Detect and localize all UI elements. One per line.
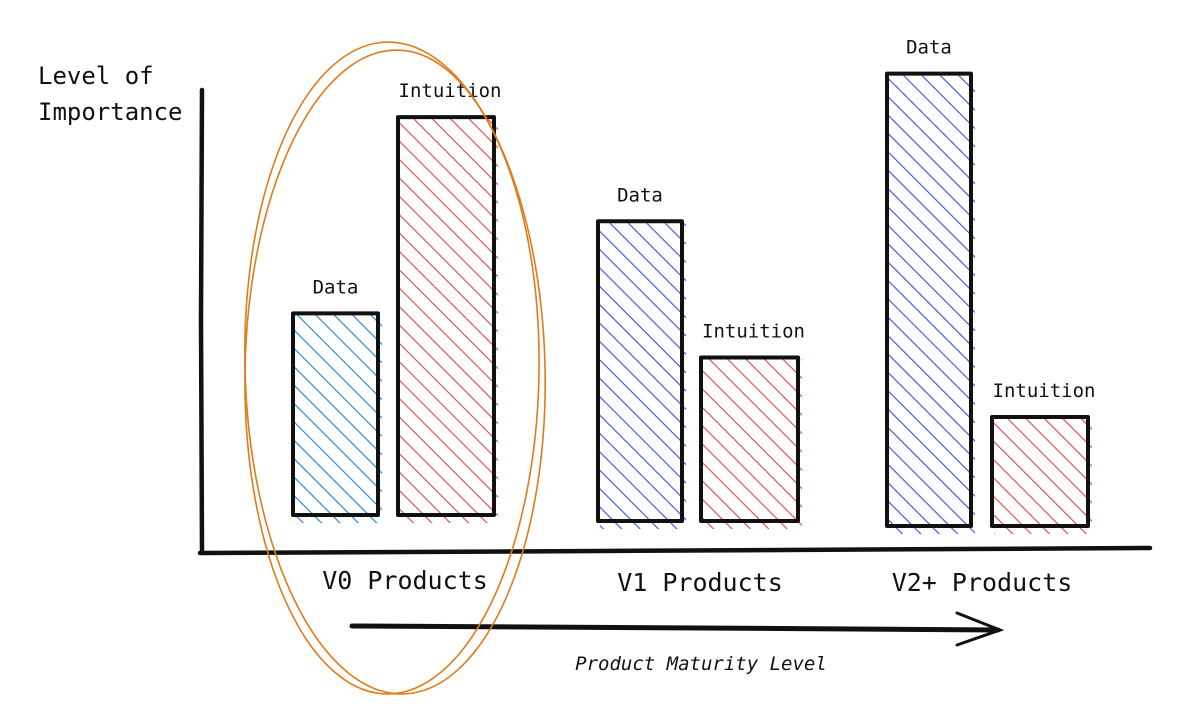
bar-label-data-1: Data (617, 184, 663, 206)
highlight-ellipse (244, 41, 546, 695)
bar-label-intuition-2: Intuition (993, 380, 1096, 402)
bar-intuition-2 (990, 415, 1092, 534)
bar-outline (596, 219, 684, 523)
bar-data-2 (885, 71, 975, 535)
bar-outline (699, 355, 800, 523)
x-axis-label: Product Maturity Level (575, 653, 827, 675)
bar-hatch-fill (295, 315, 382, 523)
bar-intuition-0 (396, 115, 498, 524)
bar-label-data-2: Data (906, 37, 952, 59)
bar-hatch-fill (400, 119, 498, 524)
bar-outline (885, 71, 973, 529)
bar-data-0 (291, 311, 382, 523)
maturity-arrow-head (955, 611, 1005, 647)
maturity-arrow-line (349, 623, 1001, 633)
bars-layer: Data Intuition Data Intuition Data Intuition (291, 37, 1096, 535)
x-axis-line (197, 545, 1153, 556)
bar-label-intuition-0: Intuition (399, 80, 502, 102)
category-label-v1: V1 Products (617, 568, 783, 597)
bar-outline (396, 115, 496, 518)
category-label-v2: V2+ Products (892, 568, 1073, 597)
bar-data-1 (596, 219, 686, 529)
bar-intuition-1 (699, 355, 802, 529)
y-axis-line (198, 87, 205, 555)
bar-label-intuition-1: Intuition (702, 321, 805, 343)
bar-label-data-0: Data (313, 276, 359, 298)
category-label-v0: V0 Products (322, 566, 488, 595)
bar-hatch-fill (600, 223, 686, 529)
bar-hatch-fill (994, 419, 1092, 534)
bar-hatch-fill (889, 75, 975, 535)
bar-outline (291, 311, 380, 517)
bar-outline (990, 415, 1090, 528)
y-axis-label-line-1: Level of (38, 62, 154, 90)
bar-hatch-fill (703, 359, 802, 529)
y-axis-label-line-2: Importance (38, 98, 183, 126)
